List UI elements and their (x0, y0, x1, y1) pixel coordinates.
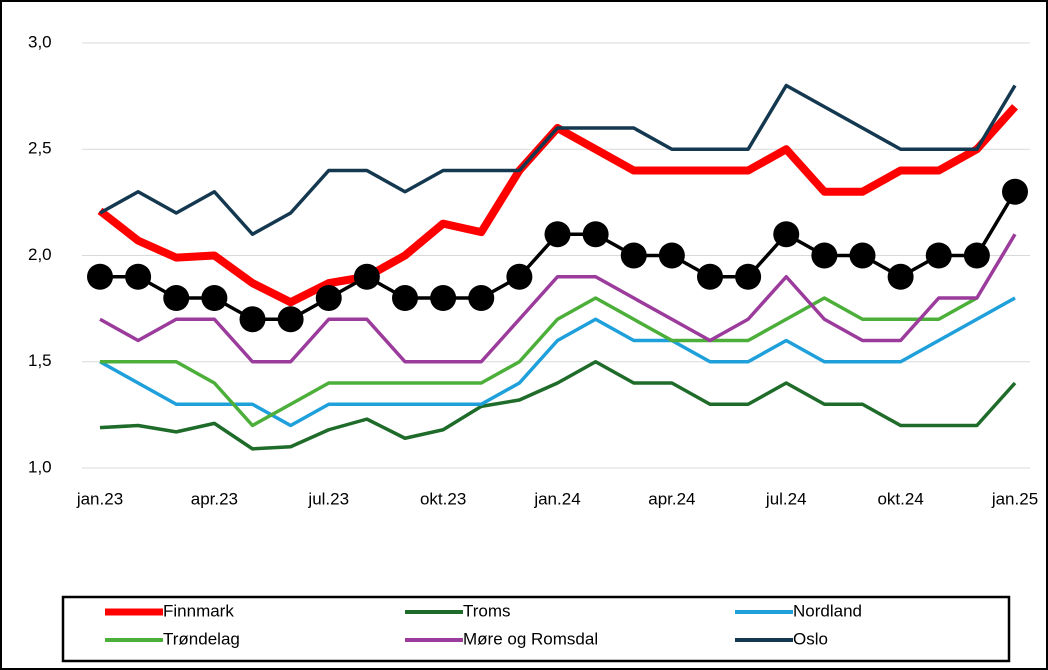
series-marker (811, 242, 838, 269)
legend-box (61, 595, 1011, 663)
series-marker (506, 263, 533, 290)
y-tick-label: 1,0 (28, 457, 52, 476)
series-line (99, 83, 1017, 236)
series-marker (887, 263, 914, 290)
series-marker (430, 285, 457, 311)
x-tick-label: okt.24 (877, 489, 923, 508)
legend-label: Finnmark (163, 601, 234, 620)
legend-label: Nordland (793, 601, 862, 620)
series-marker (201, 285, 228, 311)
series-marker (125, 263, 152, 290)
legend-label: Trøndelag (163, 629, 240, 648)
series-line (100, 296, 978, 428)
series-marker (658, 242, 685, 269)
x-tick-label: jan.25 (991, 489, 1038, 508)
series-marker (163, 285, 190, 311)
x-tick-label: jan.23 (76, 489, 123, 508)
series-marker (963, 242, 990, 269)
series-marker (468, 285, 495, 311)
series-marker (582, 221, 609, 248)
legend-label: Troms (463, 601, 511, 620)
x-tick-label: jul.23 (307, 489, 349, 508)
series-marker (87, 263, 113, 290)
series-line (99, 360, 1017, 451)
legend-label: Møre og Romsdal (463, 629, 598, 648)
series-marker (277, 306, 304, 333)
series-marker (239, 306, 266, 333)
series-marker (925, 242, 952, 269)
series-marker (544, 221, 571, 248)
x-tick-label: apr.24 (648, 489, 695, 508)
y-tick-label: 2,0 (28, 245, 52, 264)
x-tick-label: okt.23 (420, 489, 466, 508)
series-marker (392, 285, 418, 311)
x-tick-label: apr.23 (191, 489, 238, 508)
y-tick-label: 2,5 (28, 139, 52, 158)
series-line (99, 233, 1017, 364)
x-tick-label: jan.24 (533, 489, 580, 508)
series-marker (353, 263, 380, 290)
legend-label: Oslo (793, 629, 828, 648)
series-marker (735, 263, 762, 290)
series-marker (315, 285, 342, 311)
series-marker (697, 263, 723, 290)
y-tick-label: 1,5 (28, 351, 52, 370)
series-line (99, 296, 1016, 428)
y-tick-label: 3,0 (28, 32, 52, 51)
x-tick-label: jul.24 (765, 489, 807, 508)
series-marker (1002, 178, 1028, 205)
series-marker (849, 242, 876, 269)
series-marker (773, 221, 800, 248)
series-marker (620, 242, 647, 269)
